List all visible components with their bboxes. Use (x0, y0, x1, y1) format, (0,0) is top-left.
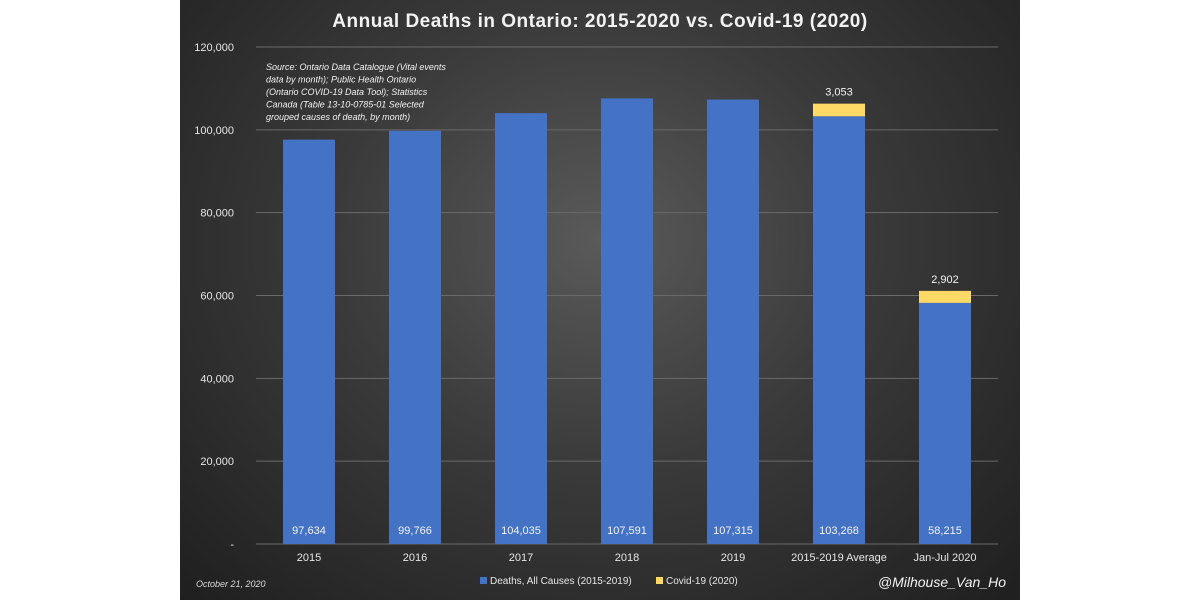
bar-value-label: 99,766 (398, 525, 432, 537)
bar-deaths-all-causes (283, 139, 335, 545)
bar-value-label: 104,035 (501, 525, 541, 537)
source-note-line: data by month); Public Health Ontario (266, 75, 416, 85)
source-note-line: (Ontario COVID-19 Data Tool); Statistics (266, 87, 428, 97)
y-tick-label: 60,000 (200, 291, 234, 303)
data-labels: 97,634 99,766 104,035 107,591 107,315 103,268… (292, 87, 962, 537)
bar-value-label: 58,215 (928, 525, 962, 537)
source-note-line: grouped causes of death, by month) (266, 112, 410, 122)
y-tick-label: 120,000 (194, 42, 234, 54)
y-axis-ticks: - 20,000 40,000 60,000 80,000 100,000 120,000 (194, 42, 234, 551)
y-tick-label: 80,000 (200, 208, 234, 220)
x-category-label: 2017 (509, 552, 533, 564)
bar-deaths-all-causes (919, 302, 971, 544)
source-note: Source: Ontario Data Catalogue (Vital ev… (266, 62, 446, 122)
chart-panel: Annual Deaths in Ontario: 2015-2020 vs. … (180, 0, 1020, 600)
y-tick-label: - (230, 539, 234, 551)
bar-value-label: 107,591 (607, 525, 647, 537)
chart-title: Annual Deaths in Ontario: 2015-2020 vs. … (332, 11, 867, 32)
bar-covid-19 (813, 103, 865, 117)
bar-deaths-all-causes (389, 130, 441, 544)
x-category-label: 2019 (721, 552, 745, 564)
bar-value-label: 103,268 (819, 525, 859, 537)
bars (283, 98, 971, 545)
source-note-line: Canada (Table 13-10-0785-01 Selected (266, 100, 425, 110)
y-tick-label: 40,000 (200, 373, 234, 385)
bar-value-label: 97,634 (292, 525, 326, 537)
legend-swatch (656, 577, 663, 584)
x-category-label: 2015 (297, 552, 321, 564)
author-handle: @Milhouse_Van_Ho (878, 574, 1006, 590)
bar-deaths-all-causes (601, 98, 653, 544)
x-category-label: 2016 (403, 552, 427, 564)
x-category-label: 2018 (615, 552, 639, 564)
x-category-label: Jan-Jul 2020 (914, 552, 977, 564)
bar-chart: Annual Deaths in Ontario: 2015-2020 vs. … (194, 11, 1006, 590)
legend: Deaths, All Causes (2015-2019) Covid-19 (… (480, 576, 738, 587)
legend-swatch (480, 577, 487, 584)
y-tick-label: 100,000 (194, 125, 234, 137)
legend-label: Covid-19 (2020) (666, 576, 738, 587)
bar-covid-19 (919, 290, 971, 303)
date-note: October 21, 2020 (196, 579, 266, 589)
bar-deaths-all-causes (495, 113, 547, 545)
y-tick-label: 20,000 (200, 456, 234, 468)
bar-deaths-all-causes (707, 99, 759, 544)
source-note-line: Source: Ontario Data Catalogue (Vital ev… (266, 62, 446, 72)
bar-deaths-all-causes (813, 116, 865, 544)
x-category-label: 2015-2019 Average (791, 552, 887, 564)
x-axis-categories: 2015 2016 2017 2018 2019 2015-2019 Average Jan… (297, 552, 977, 564)
bar-value-label: 107,315 (713, 525, 753, 537)
legend-label: Deaths, All Causes (2015-2019) (490, 576, 632, 587)
covid-value-label: 3,053 (825, 87, 853, 99)
covid-value-label: 2,902 (931, 274, 959, 286)
